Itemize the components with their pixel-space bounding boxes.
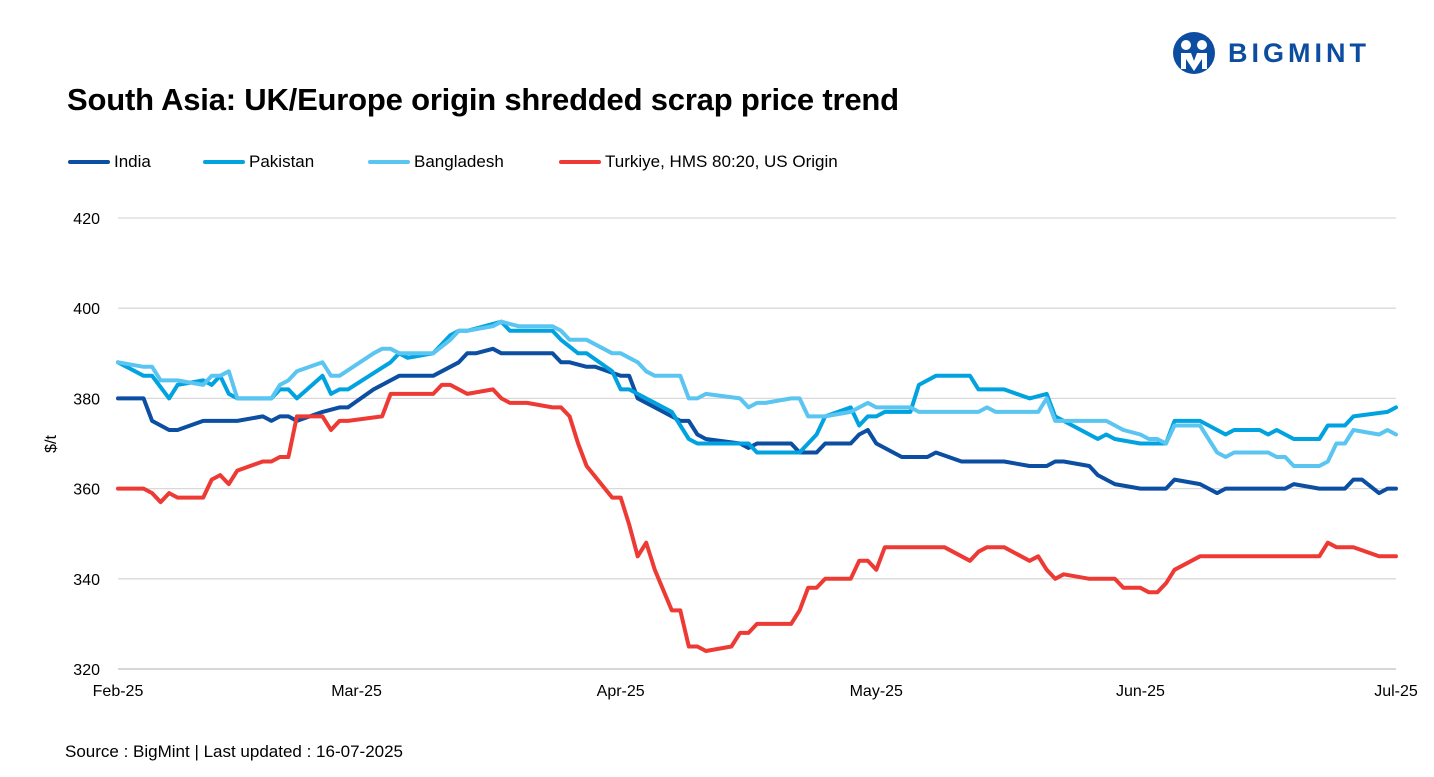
x-tick-label: Feb-25 (93, 683, 144, 700)
x-tick-label: Jul-25 (1374, 683, 1418, 700)
legend-swatch (203, 160, 245, 164)
legend-label: Turkiye, HMS 80:20, US Origin (605, 152, 838, 171)
legend-swatch (559, 160, 601, 164)
bigmint-logo-text: BIGMINT (1228, 37, 1370, 68)
bigmint-logo-icon (1173, 32, 1215, 74)
legend-item-pakistan: Pakistan (203, 152, 314, 172)
y-tick-label: 400 (73, 301, 100, 318)
series-lines (116, 319, 1398, 653)
x-tick-label: Apr-25 (597, 683, 645, 700)
legend-item-turkiye: Turkiye, HMS 80:20, US Origin (559, 152, 838, 172)
series-line-pakistan (116, 319, 1398, 455)
x-axis-ticks: Feb-25 Mar-25 Apr-25 May-25 Jun-25 Jul-25 (93, 683, 1418, 700)
legend-label: Pakistan (249, 152, 315, 171)
y-tick-label: 360 (73, 482, 100, 499)
series-line-india (116, 346, 1398, 496)
x-tick-label: Jun-25 (1116, 683, 1165, 700)
chart-title: South Asia: UK/Europe origin shredded sc… (67, 82, 899, 117)
x-tick-label: Mar-25 (331, 683, 382, 700)
y-tick-label: 320 (73, 662, 100, 679)
legend-label: India (114, 152, 151, 171)
y-axis-label: $/t (43, 435, 60, 453)
x-tick-label: May-25 (850, 683, 903, 700)
legend-swatch (68, 160, 110, 164)
bigmint-logo: BIGMINT (1172, 31, 1370, 75)
y-tick-label: 380 (73, 391, 100, 408)
legend-swatch (368, 160, 410, 164)
legend-item-india: India (68, 152, 151, 172)
series-line-bangladesh (116, 319, 1398, 468)
series-line-turkiye (116, 382, 1398, 653)
y-tick-label: 420 (73, 211, 100, 228)
source-note: Source : BigMint | Last updated : 16-07-… (65, 742, 404, 761)
y-axis-ticks: 420 400 380 360 340 320 (73, 211, 100, 679)
legend-item-bangladesh: Bangladesh (368, 152, 504, 172)
legend-label: Bangladesh (414, 152, 504, 171)
y-tick-label: 340 (73, 572, 100, 589)
gridlines (118, 217, 1396, 670)
